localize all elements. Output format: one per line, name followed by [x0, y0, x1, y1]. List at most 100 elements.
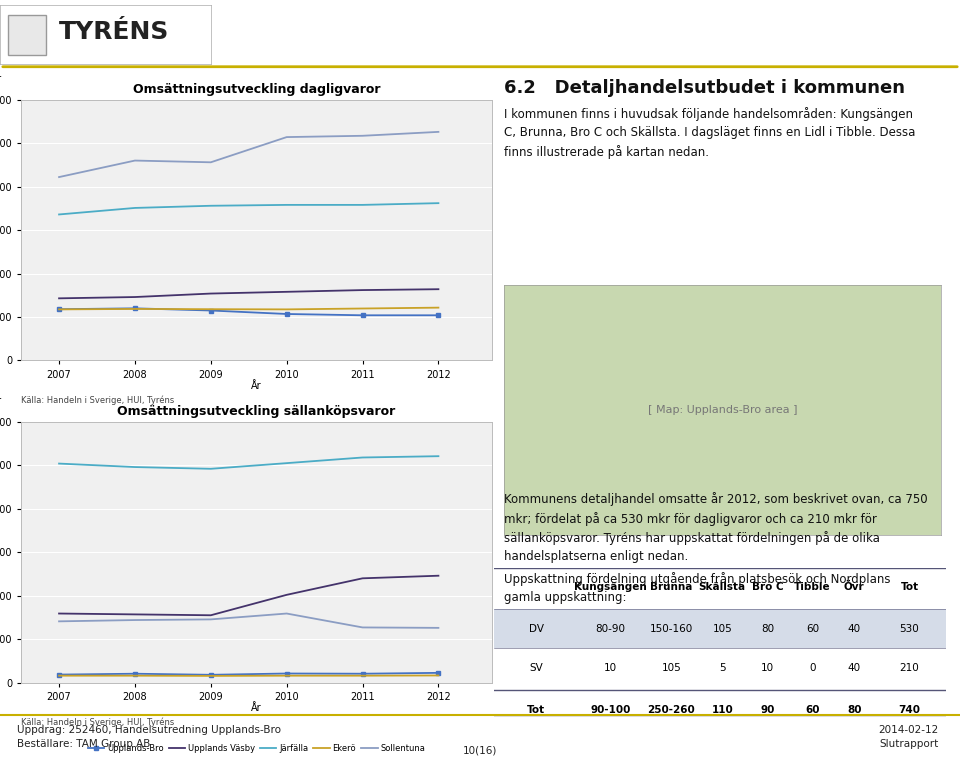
Upplands-Bro	[433, 311, 444, 320]
Sollentuna	[54, 617, 65, 626]
Sollentuna	[205, 158, 217, 167]
Line: Upplands Väsby: Upplands Väsby	[60, 289, 439, 298]
Bar	[494, 568, 946, 607]
Text: Tibble: Tibble	[794, 582, 830, 592]
Järfälla	[205, 464, 217, 473]
X-axis label: År: År	[251, 381, 262, 391]
Text: Uppdrag: 252460, Handelsutredning Upplands-Bro
Beställare: TAM Group AB: Uppdrag: 252460, Handelsutredning Upplan…	[17, 725, 281, 749]
Text: Mkr: Mkr	[0, 74, 2, 84]
Järfälla	[205, 201, 217, 210]
Upplands-Bro	[357, 669, 369, 678]
Text: 40: 40	[848, 663, 861, 673]
Bar	[9, 15, 46, 55]
Line: Sollentuna: Sollentuna	[60, 614, 439, 628]
Text: 210: 210	[900, 663, 920, 673]
Ekerö	[205, 304, 217, 314]
Upplands-Bro	[130, 669, 141, 678]
Text: 250-260: 250-260	[648, 705, 695, 715]
Upplands Väsby	[281, 591, 293, 600]
Järfälla	[281, 200, 293, 209]
Järfälla	[357, 200, 369, 209]
Upplands Väsby	[130, 292, 141, 301]
Upplands-Bro	[433, 668, 444, 677]
Line: Järfälla: Järfälla	[60, 456, 439, 469]
Ekerö	[54, 671, 65, 680]
Title: Omsättningsutveckling sällanköpsvaror: Omsättningsutveckling sällanköpsvaror	[117, 405, 396, 418]
Sollentuna	[130, 615, 141, 624]
Text: Tot: Tot	[900, 582, 919, 592]
Ekerö	[433, 671, 444, 680]
Sollentuna	[54, 173, 65, 182]
Text: Kommunens detaljhandel omsatte år 2012, som beskrivet ovan, ca 750
mkr; fördelat: Kommunens detaljhandel omsatte år 2012, …	[504, 492, 927, 563]
Upplands-Bro	[205, 306, 217, 315]
Upplands Väsby	[205, 611, 217, 620]
Text: 60: 60	[805, 705, 820, 715]
Legend: Upplands-Bro, Upplands Väsby, Järfälla, Ekerö, Sollentuna: Upplands-Bro, Upplands Väsby, Järfälla, …	[84, 741, 428, 757]
Upplands-Bro	[130, 304, 141, 313]
Ekerö	[433, 303, 444, 312]
Ekerö	[54, 304, 65, 314]
Text: SV: SV	[529, 663, 543, 673]
Järfälla	[130, 203, 141, 212]
Text: Källa: Handeln i Sverige, HUI, Tyréns: Källa: Handeln i Sverige, HUI, Tyréns	[21, 395, 175, 404]
Line: Järfälla: Järfälla	[60, 203, 439, 215]
Text: 10: 10	[761, 663, 774, 673]
Järfälla	[130, 463, 141, 472]
Text: 105: 105	[661, 663, 682, 673]
Upplands-Bro	[54, 304, 65, 314]
Ekerö	[281, 671, 293, 680]
Upplands-Bro	[357, 311, 369, 320]
Bar	[494, 610, 946, 648]
Title: Omsättningsutveckling dagligvaror: Omsättningsutveckling dagligvaror	[132, 83, 380, 96]
Text: 530: 530	[900, 624, 920, 634]
Text: DV: DV	[529, 624, 543, 634]
Upplands Väsby	[205, 289, 217, 298]
Upplands Väsby	[54, 294, 65, 303]
Text: 6.2   Detaljhandelsutbudet i kommunen: 6.2 Detaljhandelsutbudet i kommunen	[504, 79, 905, 97]
Sollentuna	[433, 127, 444, 137]
Text: 0: 0	[809, 663, 816, 673]
Upplands Väsby	[357, 574, 369, 583]
Text: 60: 60	[806, 624, 819, 634]
Line: Upplands Väsby: Upplands Väsby	[60, 576, 439, 615]
Upplands Väsby	[130, 610, 141, 619]
Line: Sollentuna: Sollentuna	[60, 132, 439, 177]
Upplands Väsby	[433, 285, 444, 294]
Upplands Väsby	[433, 571, 444, 581]
Line: Ekerö: Ekerö	[60, 308, 439, 309]
Legend: Upplands-Bro, Upplands Väsby, Järfälla, Ekerö, Sollentuna: Upplands-Bro, Upplands Väsby, Järfälla, …	[84, 419, 428, 435]
Text: 90: 90	[760, 705, 775, 715]
Line: Upplands-Bro: Upplands-Bro	[57, 306, 441, 318]
Text: Övr: Övr	[844, 582, 865, 592]
Text: Uppskattning fördelning utgående från platsbesök och Nordplans
gamla uppskattnin: Uppskattning fördelning utgående från pl…	[504, 572, 891, 604]
Text: 80: 80	[847, 705, 861, 715]
Upplands Väsby	[357, 285, 369, 295]
Text: 2014-02-12
Slutrapport: 2014-02-12 Slutrapport	[878, 725, 939, 749]
Text: Källa: Handeln i Sverige, HUI, Tyréns: Källa: Handeln i Sverige, HUI, Tyréns	[21, 717, 175, 726]
Text: 90-100: 90-100	[590, 705, 631, 715]
Järfälla	[357, 453, 369, 462]
Text: TYRÉNS: TYRÉNS	[60, 19, 170, 44]
Text: I kommunen finns i huvudsak följande handelsområden: Kungsängen
C, Brunna, Bro C: I kommunen finns i huvudsak följande han…	[504, 107, 916, 159]
Text: Tot: Tot	[527, 705, 545, 715]
Upplands-Bro	[205, 670, 217, 680]
Sollentuna	[281, 609, 293, 618]
Text: 105: 105	[712, 624, 732, 634]
Text: 5: 5	[719, 663, 726, 673]
Text: 110: 110	[711, 705, 733, 715]
Järfälla	[54, 459, 65, 468]
Text: 80: 80	[761, 624, 774, 634]
Ekerö	[205, 671, 217, 680]
Text: 150-160: 150-160	[650, 624, 693, 634]
Upplands Väsby	[281, 287, 293, 296]
Text: [ Map: Upplands-Bro area ]: [ Map: Upplands-Bro area ]	[648, 405, 797, 415]
Text: 40: 40	[848, 624, 861, 634]
Järfälla	[433, 452, 444, 461]
Text: 740: 740	[899, 705, 921, 715]
Ekerö	[130, 671, 141, 680]
Sollentuna	[357, 623, 369, 632]
Ekerö	[357, 671, 369, 680]
Ekerö	[281, 304, 293, 314]
Sollentuna	[205, 615, 217, 624]
Upplands Väsby	[54, 609, 65, 618]
